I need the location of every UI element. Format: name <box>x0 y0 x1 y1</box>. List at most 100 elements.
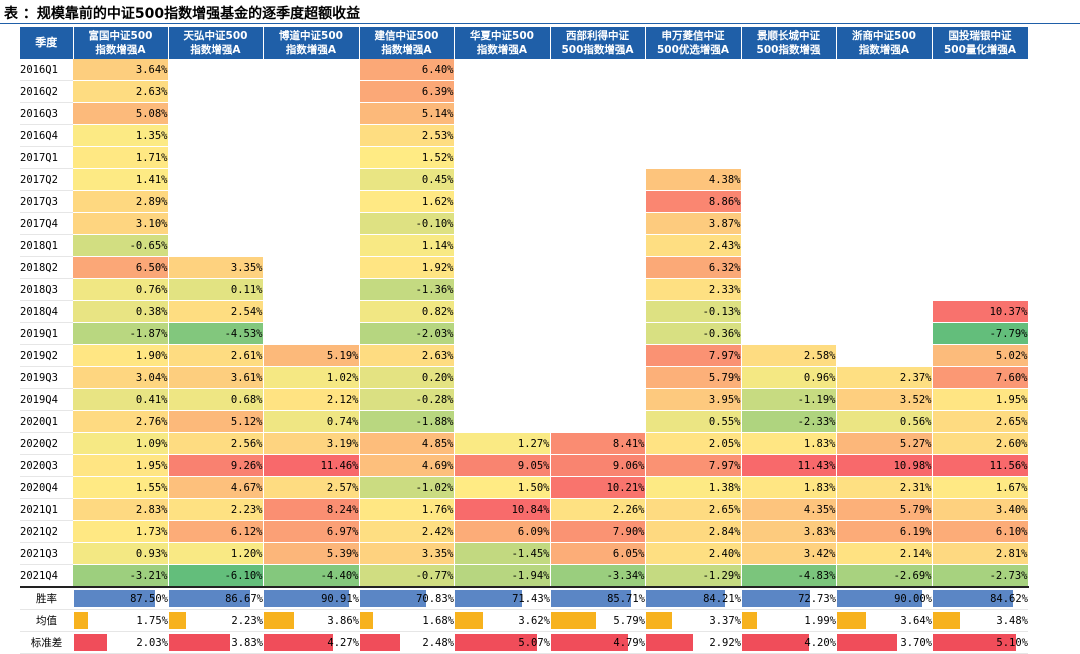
summary-cell: 2.03% <box>73 631 168 654</box>
summary-value: 72.73% <box>798 592 836 605</box>
excess-return-cell: 6.09% <box>454 520 551 543</box>
excess-return-cell: 2.76% <box>73 410 169 433</box>
summary-row: 胜率 87.50% 86.67% 90.91% 70.83% 71.43% 85.71% 84… <box>20 587 1028 610</box>
excess-return-cell <box>550 344 646 367</box>
quarter-label: 2021Q1 <box>20 498 73 521</box>
summary-value: 86.67% <box>225 592 263 605</box>
excess-return-cell: 4.69% <box>359 454 455 477</box>
quarter-label: 2021Q3 <box>20 542 73 565</box>
fund-header: 天弘中证500 指数增强A <box>168 27 264 59</box>
quarter-row: 2016Q2 2.63% 6.39% <box>20 80 1029 103</box>
excess-return-cell: 11.56% <box>932 454 1029 477</box>
summary-cell: 3.86% <box>263 609 359 632</box>
quarter-label: 2017Q2 <box>20 168 73 191</box>
fund-header-line1: 西部利得中证 <box>566 30 629 42</box>
data-bar <box>169 612 187 629</box>
fund-header-line1: 富国中证500 <box>88 30 153 42</box>
excess-return-cell <box>645 146 742 169</box>
excess-return-cell <box>454 410 551 433</box>
data-bar <box>169 634 231 651</box>
fund-header-line2: 500指数增强A <box>561 44 634 56</box>
excess-return-cell <box>932 212 1029 235</box>
excess-return-cell: 7.97% <box>645 454 742 477</box>
fund-header-line1: 博道中证500 <box>279 30 343 42</box>
summary-cell: 3.37% <box>645 609 741 632</box>
summary-value: 5.07% <box>518 636 550 649</box>
excess-return-cell <box>550 234 646 257</box>
excess-return-cell <box>932 256 1029 279</box>
excess-return-cell: 0.45% <box>359 168 455 191</box>
excess-return-cell: 3.87% <box>645 212 742 235</box>
excess-return-cell: -4.53% <box>168 322 264 345</box>
excess-return-cell <box>932 168 1029 191</box>
fund-header-line2: 500量化增强A <box>943 44 1017 56</box>
summary-value: 3.86% <box>327 614 359 627</box>
excess-return-cell <box>836 256 933 279</box>
quarter-label: 2018Q2 <box>20 256 73 279</box>
excess-return-cell: -1.88% <box>359 410 455 433</box>
excess-return-cell: 8.86% <box>645 190 742 213</box>
quarter-row: 2016Q1 3.64% 6.40% <box>20 59 1029 81</box>
data-bar <box>551 612 596 629</box>
quarter-row: 2020Q1 2.76% 5.12% 0.74% -1.88% 0.55% -2.33% 0.… <box>20 410 1029 433</box>
excess-return-cell: 3.35% <box>168 256 264 279</box>
quarter-label: 2018Q1 <box>20 234 73 257</box>
summary-cell: 84.21% <box>645 587 741 610</box>
excess-return-cell: 0.55% <box>645 410 742 433</box>
excess-return-cell: -1.45% <box>454 542 551 565</box>
data-bar <box>837 634 897 651</box>
excess-return-cell <box>741 190 837 213</box>
summary-cell: 71.43% <box>454 587 550 610</box>
summary-cell: 3.48% <box>932 609 1028 632</box>
excess-return-cell <box>454 80 551 103</box>
excess-return-cell: -3.34% <box>550 564 646 588</box>
excess-return-cell <box>741 212 837 235</box>
quarter-row: 2017Q1 1.71% 1.52% <box>20 146 1029 169</box>
excess-return-cell: 1.92% <box>359 256 455 279</box>
excess-return-cell <box>168 80 264 103</box>
excess-return-cell <box>550 300 646 323</box>
summary-value: 70.83% <box>416 592 454 605</box>
excess-return-cell: 1.76% <box>359 498 455 521</box>
excess-return-cell <box>168 102 264 125</box>
excess-return-cell <box>741 300 837 323</box>
quarter-row: 2018Q3 0.76% 0.11% -1.36% 2.33% <box>20 278 1029 301</box>
excess-return-cell <box>454 124 551 147</box>
excess-return-cell: 10.84% <box>454 498 551 521</box>
data-bar <box>742 612 758 629</box>
excess-return-cell: 8.41% <box>550 432 646 455</box>
summary-cell: 3.70% <box>836 631 932 654</box>
quarter-label: 2016Q2 <box>20 80 73 103</box>
excess-return-cell: 2.23% <box>168 498 264 521</box>
summary-value: 84.62% <box>990 592 1028 605</box>
excess-return-cell <box>454 388 551 411</box>
excess-return-cell <box>454 212 551 235</box>
excess-return-cell: 2.65% <box>645 498 742 521</box>
excess-return-cell: 2.65% <box>932 410 1029 433</box>
excess-return-cell: 2.42% <box>359 520 455 543</box>
excess-return-cell: 4.35% <box>741 498 837 521</box>
excess-return-cell: 2.81% <box>932 542 1029 565</box>
excess-return-cell <box>454 300 551 323</box>
excess-return-cell: 6.05% <box>550 542 646 565</box>
fund-header: 华夏中证500 指数增强A <box>454 27 551 59</box>
excess-return-cell <box>454 322 551 345</box>
excess-return-cell: 1.14% <box>359 234 455 257</box>
excess-return-cell: 5.14% <box>359 102 455 125</box>
summary-cell: 5.10% <box>932 631 1028 654</box>
summary-cell: 3.83% <box>168 631 263 654</box>
excess-return-cell <box>454 344 551 367</box>
data-bar <box>742 634 810 651</box>
excess-return-cell: 1.52% <box>359 146 455 169</box>
quarter-row: 2019Q2 1.90% 2.61% 5.19% 2.63% 7.97% 2.58% 5.02… <box>20 344 1029 367</box>
summary-row: 均值 1.75% 2.23% 3.86% 1.68% 3.62% 5.79% 3.37% 1.9… <box>20 609 1028 632</box>
excess-return-cell <box>263 190 360 213</box>
summary-cell: 5.07% <box>454 631 550 654</box>
summary-value: 1.75% <box>136 614 168 627</box>
page: 表 ：规模靠前的中证500指数增强基金的逐季度超额收益 季度 富国中证500 指数… <box>0 6 1080 654</box>
excess-return-cell: 3.40% <box>932 498 1029 521</box>
summary-label: 均值 <box>20 609 73 632</box>
excess-return-cell <box>454 190 551 213</box>
excess-return-cell: 0.38% <box>73 300 169 323</box>
quarter-row: 2019Q1 -1.87% -4.53% -2.03% -0.36% -7.79% <box>20 322 1029 345</box>
